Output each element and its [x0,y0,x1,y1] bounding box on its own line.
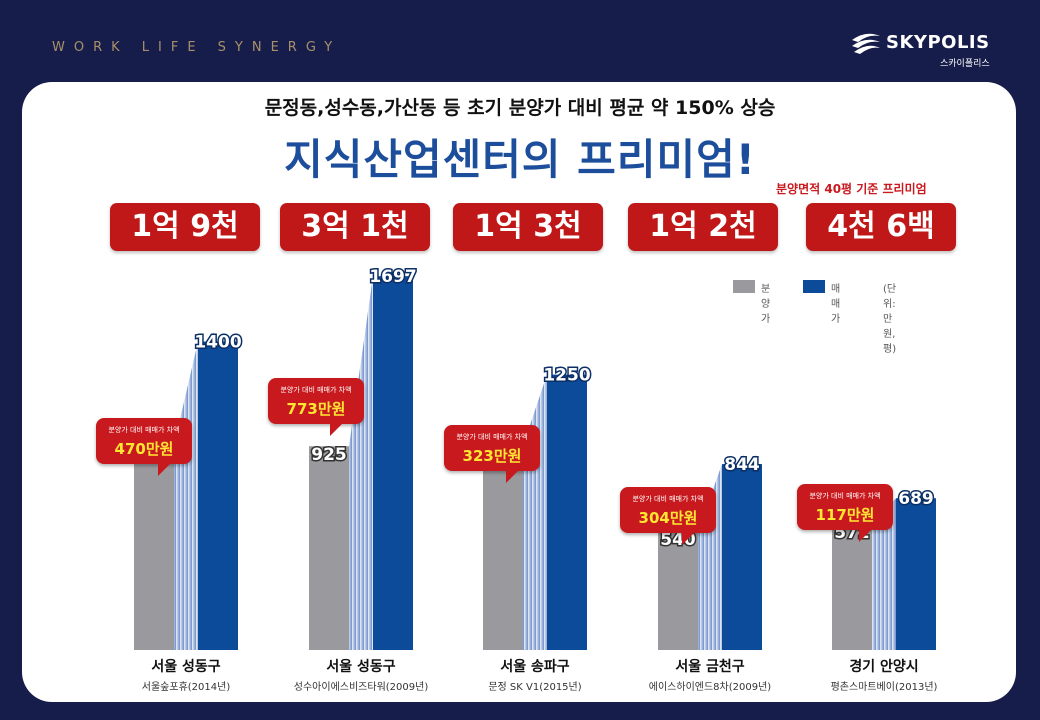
bar-sale-price [134,445,174,650]
category-label: 경기 안양시 [849,659,919,675]
callout-value: 304만원 [638,509,698,527]
bar-sale-price [658,531,698,650]
logo-text: SKYPOLIS [886,32,990,53]
trade-value-label: 1697 [369,267,416,287]
callout-pointer [859,528,873,542]
main-title: 지식산업센터의 프리미엄! [284,135,756,184]
growth-wedge [349,276,373,650]
callout-pointer [506,469,520,483]
callout-title: 분양가 대비 매매가 차액 [632,495,704,503]
trade-value-label: 689 [898,489,934,509]
callout-value: 323만원 [462,447,522,465]
growth-wedge [872,498,896,650]
bar-trade-price [896,498,936,650]
legend-swatch-trade [803,280,825,293]
callout-title: 분양가 대비 매매가 차액 [108,426,180,434]
bar-sale-price [832,523,872,650]
project-label: 에이스하이엔드8차(2009년) [648,682,772,693]
callout-pointer [330,422,344,436]
growth-wedge [698,464,722,650]
premium-basis-note: 분양면적 40평 기준 프리미엄 [776,182,927,196]
project-label: 서울숲포휴(2014년) [141,682,231,693]
premium-badge-3: 1억 3천 [453,203,603,251]
project-label: 성수아이에스비즈타워(2009년) [293,682,429,693]
callout-value: 117만원 [815,506,875,524]
difference-callout: 분양가 대비 매매가 차액 323만원 [444,425,540,483]
trade-value-label: 1250 [543,366,590,386]
difference-callout: 분양가 대비 매매가 차액 470만원 [96,418,192,476]
premium-badge-1: 1억 9천 [110,203,260,251]
skypolis-logo-icon [852,33,880,54]
callout-pointer [158,462,172,476]
callout-title: 분양가 대비 매매가 차액 [809,492,881,500]
premium-badge-5: 4천 6백 [806,203,956,251]
growth-wedge [174,341,198,650]
callout-pointer [682,531,696,545]
legend-label-sale: 분양가 [761,284,771,325]
difference-callout: 분양가 대비 매매가 차액 304만원 [620,487,716,545]
project-label: 평촌스마트베이(2013년) [830,682,938,693]
bar-trade-price [547,374,587,650]
legend-label-trade: 매매가 [831,284,841,325]
trade-value-label: 1400 [194,333,241,353]
project-label: 문정 SK V1(2015년) [488,682,582,693]
bar-trade-price [722,464,762,650]
category-label: 서울 성동구 [326,659,396,675]
bar-trade-price [373,276,413,650]
trade-value-label: 844 [724,455,760,475]
logo-subtext: 스카이폴리스 [940,59,990,69]
callout-value: 470만원 [114,440,174,458]
difference-callout: 분양가 대비 매매가 차액 117만원 [797,484,893,542]
unit-label: (단위:만원,평) [883,284,897,355]
premium-badge-4: 1억 2천 [628,203,778,251]
skypolis-logo: SKYPOLIS 스카이폴리스 [850,28,990,72]
category-label: 서울 성동구 [151,659,221,675]
legend-swatch-sale [733,280,755,293]
sale-value-label: 925 [311,445,347,465]
difference-callout: 분양가 대비 매매가 차액 773만원 [268,378,364,436]
bar-sale-price [309,446,349,650]
callout-value: 773만원 [286,400,346,418]
headline: 문정동,성수동,가산동 등 초기 분양가 대비 평균 약 150% 상승 [264,97,776,119]
category-label: 서울 송파구 [500,659,570,675]
premium-badge-2: 3억 1천 [280,203,430,251]
callout-title: 분양가 대비 매매가 차액 [280,386,352,394]
work-life-synergy-tagline: WORK LIFE SYNERGY [52,40,342,55]
category-label: 서울 금천구 [675,659,745,675]
bar-trade-price [198,341,238,650]
growth-wedge [523,374,547,650]
callout-title: 분양가 대비 매매가 차액 [456,433,528,441]
